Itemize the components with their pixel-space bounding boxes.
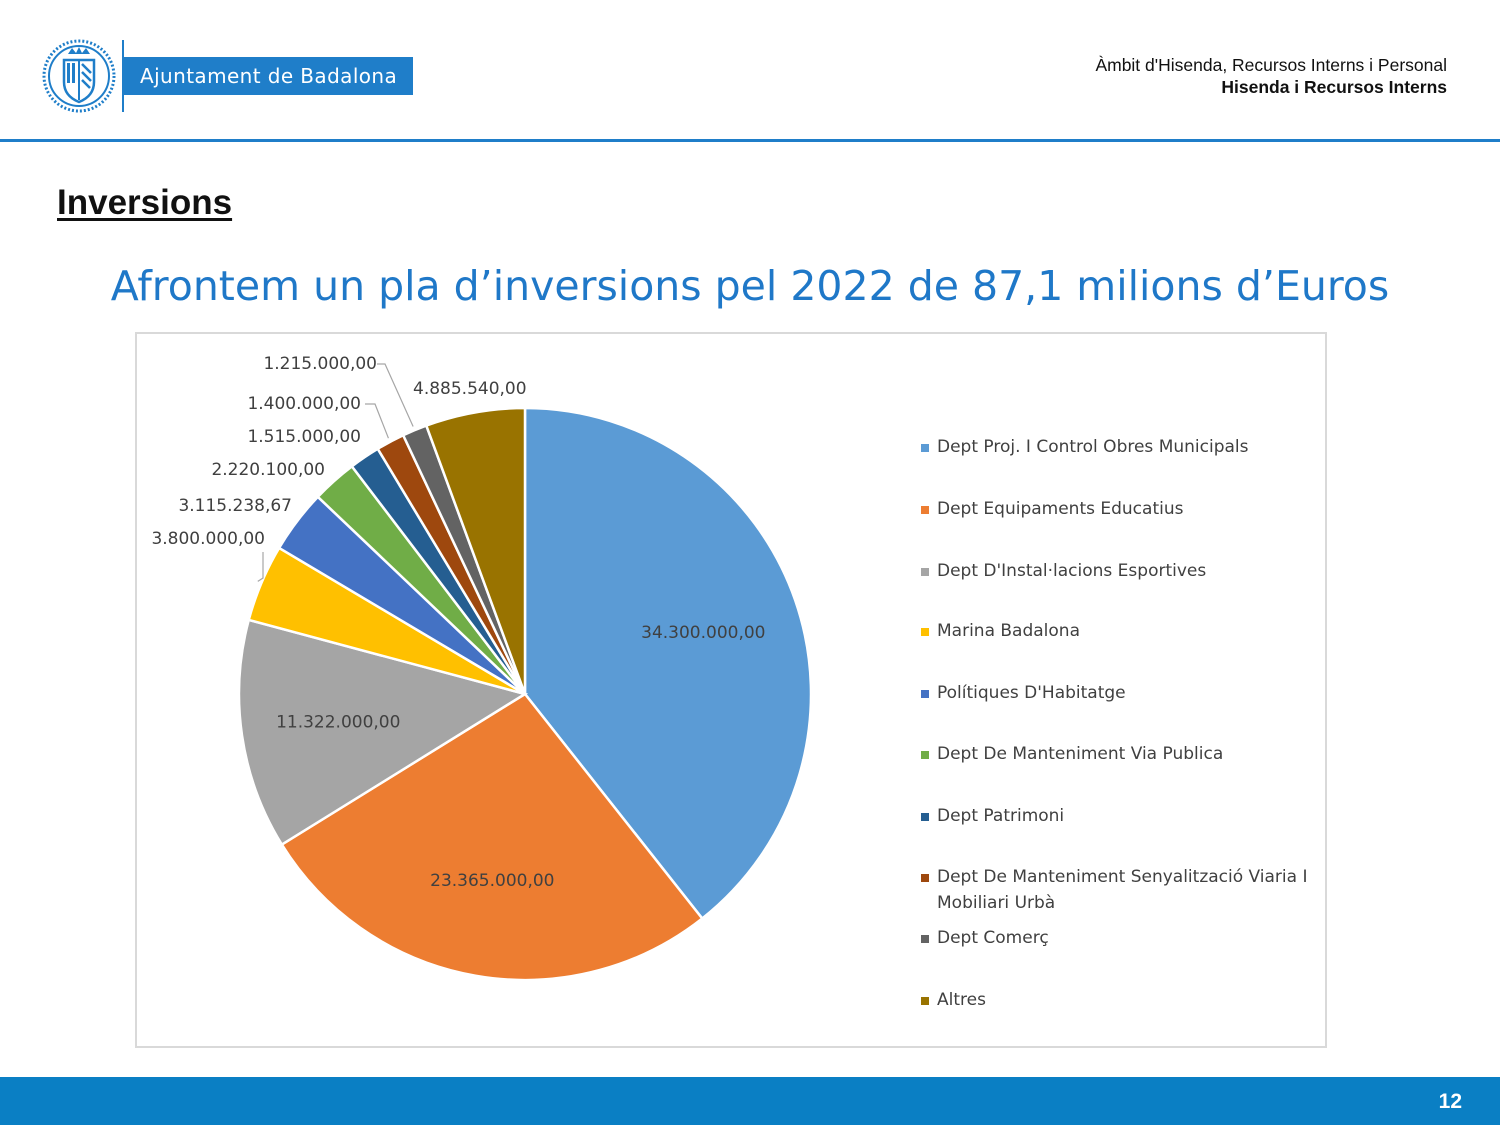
legend-swatch — [921, 813, 929, 821]
legend-swatch — [921, 997, 929, 1005]
department-block: Àmbit d'Hisenda, Recursos Interns i Pers… — [1095, 54, 1447, 98]
legend-item-dept-proj-i-control-obres-municipals: Dept Proj. I Control Obres Municipals — [917, 434, 1317, 460]
data-label-dept-proj-i-control-obres-municipals: 34.300.000,00 — [641, 623, 765, 643]
legend-item-marina-badalona: Marina Badalona — [917, 618, 1317, 644]
legend-swatch — [921, 628, 929, 636]
data-label-dept-comerc: 1.215.000,00 — [263, 354, 377, 374]
legend-label: Marina Badalona — [937, 621, 1080, 641]
legend-item-dept-d-instal-lacions-esportives: Dept D'Instal·lacions Esportives — [917, 558, 1317, 584]
leader-line-dept-de-manteniment-senyalitzacio-viaria-i-mobiliari-urba — [365, 403, 389, 439]
data-label-dept-de-manteniment-via-publica: 2.220.100,00 — [211, 460, 325, 480]
legend-label: Polítiques D'Habitatge — [937, 683, 1126, 703]
legend-swatch — [921, 874, 929, 882]
pie-slice-dept-equipaments-educatius — [280, 692, 704, 982]
legend-item-dept-de-manteniment-senyalitzacio-viaria-i-mobiliari-urba: Dept De Manteniment Senyalització Viaria… — [917, 864, 1317, 916]
page-number: 12 — [1438, 1090, 1462, 1113]
legend-label: Dept De Manteniment Senyalització Viaria… — [937, 867, 1308, 913]
legend-item-dept-equipaments-educatius: Dept Equipaments Educatius — [917, 496, 1317, 522]
logo-divider — [122, 40, 124, 112]
slide-header: Ajuntament de Badalona Àmbit d'Hisenda, … — [0, 0, 1500, 142]
organization-name: Ajuntament de Badalona — [124, 57, 413, 95]
slide-footer: 12 — [0, 1077, 1500, 1125]
department-line-1: Àmbit d'Hisenda, Recursos Interns i Pers… — [1095, 55, 1447, 75]
legend-label: Dept De Manteniment Via Publica — [937, 744, 1224, 764]
pie-chart: 34.300.000,00 23.365.000,00 11.322.000,00 3… — [135, 332, 1327, 1048]
header-rule — [0, 139, 1500, 142]
data-label-dept-patrimoni: 1.515.000,00 — [247, 427, 361, 447]
legend-swatch — [921, 935, 929, 943]
legend-label: Dept Patrimoni — [937, 806, 1065, 826]
legend-swatch — [921, 568, 929, 576]
legend-swatch — [921, 444, 929, 452]
legend-item-altres: Altres — [917, 987, 1317, 1013]
department-line-2: Hisenda i Recursos Interns — [1221, 77, 1447, 97]
legend-item-dept-de-manteniment-via-publica: Dept De Manteniment Via Publica — [917, 741, 1317, 767]
data-label-dept-d-instal-lacions-esportives: 11.322.000,00 — [276, 712, 400, 732]
data-label-dept-equipaments-educatius: 23.365.000,00 — [430, 871, 554, 891]
legend-label: Dept Equipaments Educatius — [937, 499, 1184, 519]
legend-label: Dept Comerç — [937, 928, 1049, 948]
legend-item-dept-patrimoni: Dept Patrimoni — [917, 803, 1317, 829]
section-title: Inversions — [57, 183, 233, 222]
badalona-coat-of-arms-icon — [42, 39, 116, 113]
legend-item-dept-comerc: Dept Comerç — [917, 925, 1317, 951]
legend-swatch — [921, 506, 929, 514]
pie-slice-dept-proj-i-control-obres-municipals — [523, 406, 813, 921]
legend-item-politiques-d-habitatge: Polítiques D'Habitatge — [917, 680, 1317, 706]
data-label-marina-badalona: 3.800.000,00 — [151, 529, 265, 549]
data-label-dept-de-manteniment-senyalitzacio-viaria-i-mobiliari-urba: 1.400.000,00 — [247, 394, 361, 414]
pie-chart-svg: 34.300.000,00 23.365.000,00 11.322.000,00 3… — [151, 354, 813, 982]
legend-swatch — [921, 690, 929, 698]
pie-slice-altres — [424, 406, 527, 695]
data-label-politiques-d-habitatge: 3.115.238,67 — [178, 496, 292, 516]
legend-swatch — [921, 751, 929, 759]
leader-line-marina-badalona — [257, 552, 264, 582]
data-label-altres: 4.885.540,00 — [413, 379, 527, 399]
slide-headline: Afrontem un pla d’inversions pel 2022 de… — [110, 262, 1390, 310]
legend-label: Dept D'Instal·lacions Esportives — [937, 561, 1207, 581]
leader-line-dept-comerc — [377, 363, 414, 427]
legend-label: Altres — [937, 990, 986, 1010]
legend-label: Dept Proj. I Control Obres Municipals — [937, 437, 1249, 457]
